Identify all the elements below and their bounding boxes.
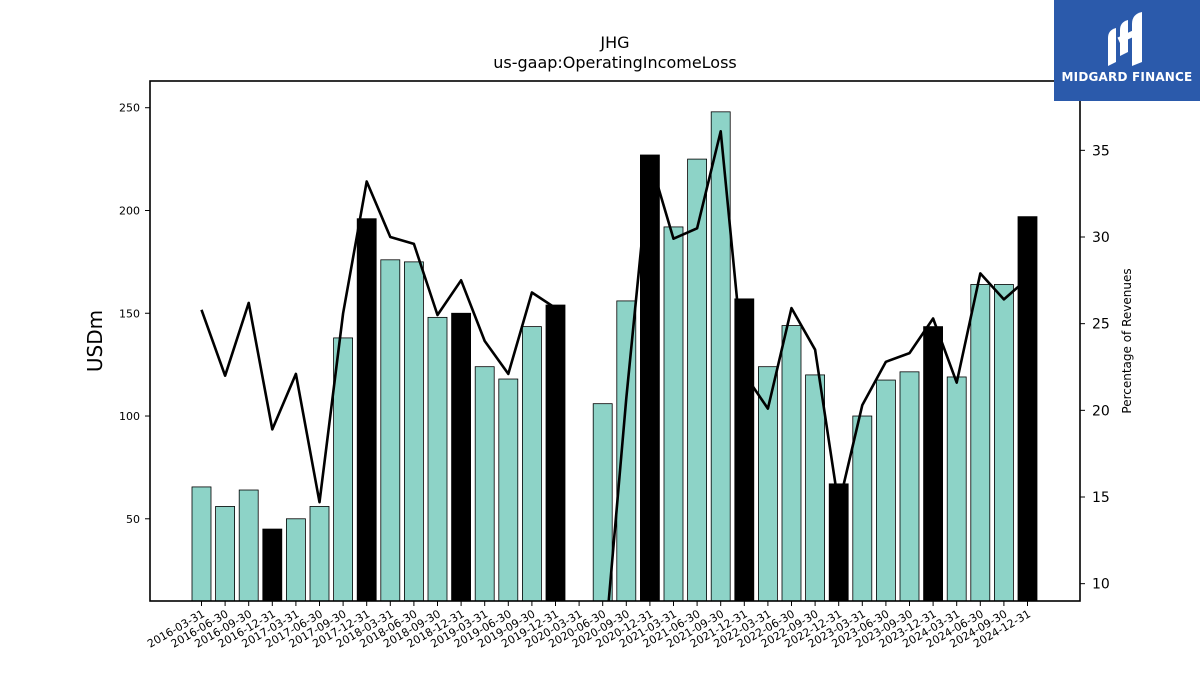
logo-text: MIDGARD FINANCE <box>1061 70 1193 84</box>
bar-2021-12-31 <box>734 298 755 602</box>
bar-2022-06-30 <box>781 325 802 602</box>
line-series <box>200 130 1029 601</box>
axes: 501001502002501015202530352016-03-312016… <box>119 80 1110 651</box>
y2-tick-label: 15 <box>1092 490 1110 506</box>
chart-title: JHG <box>599 33 629 52</box>
bar-2023-03-31 <box>852 415 873 602</box>
bar-2024-03-31 <box>946 376 967 602</box>
bar-2024-09-30 <box>994 284 1014 602</box>
y-tick-label: 50 <box>126 513 140 526</box>
y2-tick-label: 10 <box>1092 577 1110 593</box>
y2-tick-label: 30 <box>1092 230 1110 246</box>
bar-2017-09-30 <box>333 337 354 602</box>
bar-2016-03-31 <box>191 486 212 602</box>
bar-2017-03-31 <box>285 518 306 602</box>
y2-axis-label: Percentage of Revenues <box>1120 268 1134 413</box>
y2-tick-label: 20 <box>1092 403 1110 419</box>
bar-2024-06-30 <box>970 284 991 602</box>
bar-2018-06-30 <box>403 261 424 602</box>
bar-2022-03-31 <box>758 366 778 602</box>
bar-2019-06-30 <box>498 378 519 602</box>
logo-mark-icon <box>1108 12 1142 66</box>
bar-2018-12-31 <box>451 312 472 602</box>
bar-2022-09-30 <box>805 374 825 602</box>
bar-2016-06-30 <box>215 506 236 602</box>
bar-2023-06-30 <box>876 379 896 602</box>
bar-2016-09-30 <box>238 489 259 602</box>
bar-2019-03-31 <box>474 366 495 602</box>
bar-2020-06-30 <box>592 403 613 602</box>
ratio-line <box>200 130 1029 601</box>
bar-2018-09-30 <box>427 316 448 602</box>
y-tick-label: 150 <box>119 307 140 320</box>
bar-2023-09-30 <box>899 371 920 602</box>
bar-2024-12-31 <box>1017 216 1038 602</box>
brand-logo: MIDGARD FINANCE <box>1054 0 1200 101</box>
bar-2017-12-31 <box>356 218 377 602</box>
y-tick-label: 250 <box>119 102 140 115</box>
plot-frame <box>149 80 1081 602</box>
y-tick-label: 200 <box>119 204 140 217</box>
y2-tick-label: 35 <box>1092 143 1110 159</box>
y-tick-label: 100 <box>119 410 140 423</box>
bar-2021-09-30 <box>710 111 731 602</box>
bar-2019-12-31 <box>545 304 566 602</box>
y2-tick-label: 25 <box>1092 317 1110 333</box>
y-axis-label: USDm <box>83 310 107 372</box>
chart-subtitle: us-gaap:OperatingIncomeLoss <box>493 53 737 72</box>
bar-2018-03-31 <box>380 259 401 602</box>
bar-2020-09-30 <box>616 300 637 602</box>
bar-2016-12-31 <box>262 528 283 602</box>
bar-2017-06-30 <box>309 506 330 602</box>
bar-2019-09-30 <box>522 326 542 602</box>
bar-2023-12-31 <box>923 326 943 602</box>
bar-2021-03-31 <box>663 226 684 602</box>
bar-series <box>191 111 1038 602</box>
